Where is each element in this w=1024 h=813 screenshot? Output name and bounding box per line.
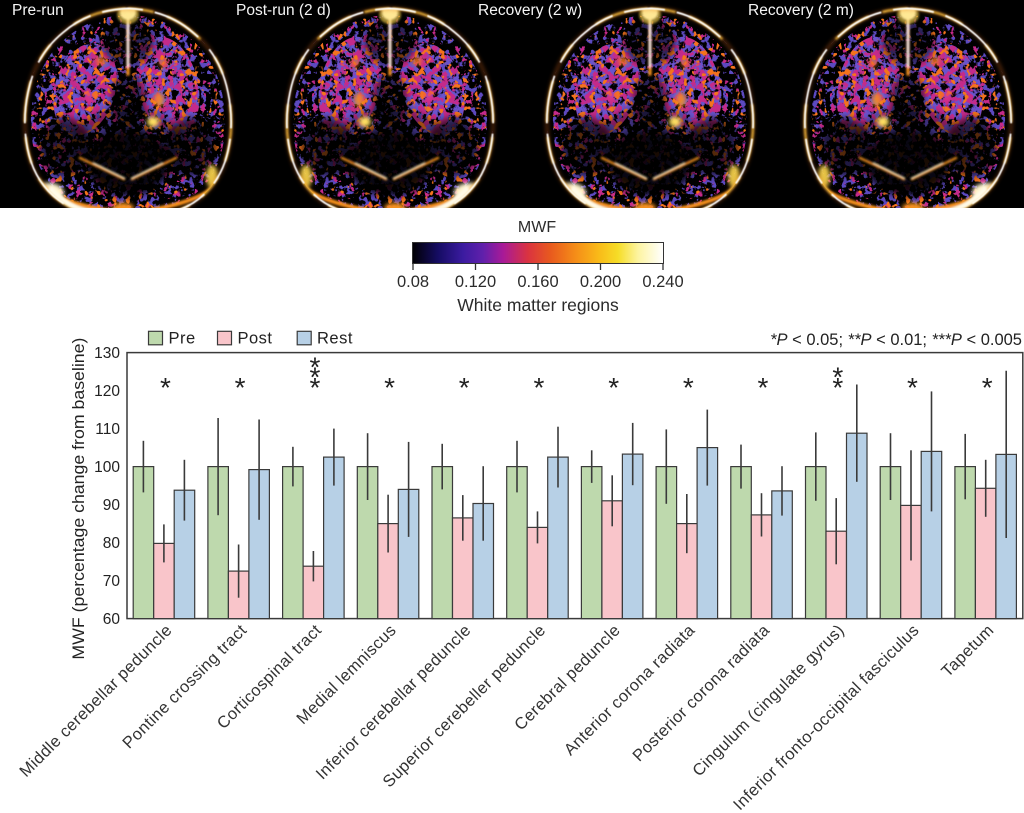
svg-text:60: 60 — [103, 611, 121, 628]
svg-text:Pontine crossing tract: Pontine crossing tract — [119, 621, 250, 752]
svg-text:*: * — [459, 372, 470, 403]
svg-text:Post: Post — [238, 330, 273, 348]
svg-text:*: * — [907, 372, 918, 403]
svg-text:*: * — [534, 372, 545, 403]
svg-text:*: * — [309, 351, 320, 382]
svg-text:Anterior corona radiata: Anterior corona radiata — [561, 621, 699, 759]
svg-text:0.160: 0.160 — [517, 273, 558, 291]
svg-text:Rest: Rest — [317, 330, 353, 348]
svg-text:MWF (percentage change from ba: MWF (percentage change from baseline) — [69, 338, 88, 660]
svg-text:Posterior corona radiata: Posterior corona radiata — [629, 621, 773, 765]
svg-text:Cingulum (cingulate gyrus): Cingulum (cingulate gyrus) — [689, 621, 848, 780]
svg-text:Inferior cerebellar peduncle: Inferior cerebellar peduncle — [313, 621, 475, 783]
svg-text:*: * — [683, 372, 694, 403]
svg-text:Tapetum: Tapetum — [938, 621, 997, 680]
svg-text:0.200: 0.200 — [580, 273, 621, 291]
svg-text:0.08: 0.08 — [397, 273, 429, 291]
svg-text:0.240: 0.240 — [642, 273, 683, 291]
svg-text:*: * — [758, 372, 769, 403]
svg-text:*: * — [309, 372, 320, 403]
svg-text:110: 110 — [95, 421, 120, 438]
svg-text:80: 80 — [103, 535, 121, 552]
svg-text:*P < 0.05; **P < 0.01; ***P <: *P < 0.05; **P < 0.01; ***P < 0.005 — [770, 331, 1022, 349]
svg-text:*: * — [384, 372, 395, 403]
svg-text:*: * — [235, 372, 246, 403]
svg-text:White matter regions: White matter regions — [457, 295, 619, 315]
svg-text:Middle cerebellar peduncle: Middle cerebellar peduncle — [16, 621, 176, 781]
svg-text:*: * — [982, 372, 993, 403]
svg-text:*: * — [832, 362, 843, 393]
svg-text:90: 90 — [103, 497, 121, 514]
svg-text:Superior cerebeller peduncle: Superior cerebeller peduncle — [380, 621, 550, 791]
svg-text:*: * — [160, 372, 171, 403]
svg-text:130: 130 — [94, 345, 120, 362]
svg-text:Pre: Pre — [169, 330, 196, 348]
svg-text:70: 70 — [103, 573, 121, 590]
svg-text:0.120: 0.120 — [455, 273, 496, 291]
svg-text:100: 100 — [94, 459, 120, 476]
svg-text:120: 120 — [94, 383, 120, 400]
svg-text:*: * — [309, 362, 320, 393]
svg-text:*: * — [832, 372, 843, 403]
svg-text:*: * — [608, 372, 619, 403]
